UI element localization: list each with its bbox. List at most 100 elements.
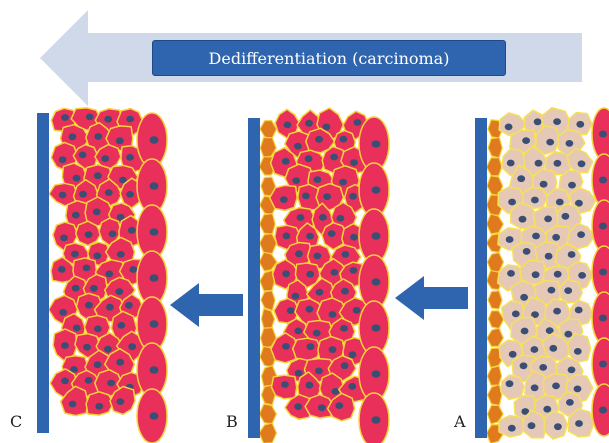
nucleus	[507, 424, 516, 432]
nucleus	[371, 370, 381, 378]
nucleus	[79, 190, 87, 198]
nucleus	[507, 270, 515, 277]
nucleus	[323, 193, 331, 201]
nucleus	[93, 361, 102, 369]
nucleus	[305, 381, 314, 389]
nucleus	[281, 157, 290, 165]
tumor-cell	[52, 328, 78, 363]
normal-cell	[543, 410, 569, 440]
nucleus	[341, 251, 350, 258]
panel-b-cells	[258, 107, 390, 443]
nucleus	[83, 343, 91, 351]
nucleus	[508, 198, 516, 206]
nucleus	[508, 350, 517, 358]
nucleus	[545, 327, 554, 334]
nucleus	[577, 160, 586, 168]
nucleus	[58, 191, 67, 199]
tumor-cell	[591, 107, 609, 161]
nucleus	[531, 271, 540, 279]
membrane-c	[37, 113, 49, 433]
tumor-cell	[358, 392, 390, 443]
nucleus	[350, 233, 358, 241]
nucleus	[149, 274, 159, 282]
nucleus	[306, 270, 315, 278]
nucleus	[521, 408, 530, 415]
nucleus	[149, 228, 159, 236]
tumor-cell	[284, 393, 313, 420]
nucleus	[322, 123, 331, 131]
nucleus	[530, 384, 539, 392]
nucleus	[315, 135, 323, 143]
nucleus	[149, 366, 159, 374]
tumor-cell	[59, 385, 89, 417]
nucleus	[349, 267, 358, 274]
nucleus	[348, 383, 357, 390]
basal-cell	[258, 422, 278, 443]
nucleus	[61, 114, 69, 121]
nucleus	[371, 186, 381, 194]
tumor-cell	[296, 371, 323, 402]
nucleus	[561, 212, 570, 220]
nucleus	[84, 377, 93, 384]
nucleus	[93, 252, 102, 260]
nucleus	[126, 191, 134, 198]
nucleus	[108, 230, 117, 238]
nucleus	[331, 388, 340, 395]
nucleus	[105, 270, 114, 278]
normal-cell	[534, 125, 562, 156]
nucleus	[85, 301, 93, 309]
nucleus	[61, 377, 69, 385]
nucleus	[94, 325, 102, 333]
nucleus	[371, 140, 381, 148]
nucleus	[599, 268, 607, 276]
nucleus	[553, 307, 561, 315]
nucleus	[599, 130, 607, 138]
nucleus	[84, 231, 93, 239]
nucleus	[371, 416, 381, 424]
nucleus	[339, 178, 347, 186]
nucleus	[283, 121, 292, 129]
nucleus	[294, 327, 303, 335]
nucleus	[533, 118, 542, 126]
nucleus	[304, 155, 313, 163]
basal-cell	[485, 156, 503, 177]
nucleus	[282, 232, 291, 240]
normal-cell	[522, 409, 548, 439]
nucleus	[327, 230, 336, 238]
nucleus	[282, 343, 290, 350]
nucleus	[149, 320, 159, 328]
nucleus	[126, 154, 134, 161]
tumor-cell	[304, 393, 335, 419]
nucleus	[72, 324, 81, 332]
nucleus	[313, 252, 322, 260]
nucleus	[101, 155, 110, 163]
tumor-cell	[268, 184, 298, 212]
panel-label-b: B	[226, 412, 238, 431]
nucleus	[349, 192, 357, 200]
nucleus	[104, 115, 113, 123]
panel-label-a: A	[454, 412, 466, 431]
nucleus	[565, 140, 574, 147]
membrane-a	[475, 118, 487, 438]
nucleus	[352, 306, 361, 314]
nucleus	[520, 327, 529, 335]
basal-cell	[260, 307, 276, 330]
nucleus	[340, 325, 348, 332]
nucleus	[553, 270, 562, 278]
nucleus	[116, 398, 125, 405]
nucleus	[564, 287, 573, 294]
basal-cell	[258, 403, 278, 425]
nucleus	[544, 215, 552, 223]
nucleus	[575, 199, 583, 207]
nucleus	[575, 420, 583, 427]
panel-a-cells	[485, 106, 609, 443]
nucleus	[71, 284, 80, 292]
basal-cell	[487, 136, 503, 159]
nucleus	[292, 177, 301, 185]
basal-cell	[486, 327, 505, 348]
nucleus	[94, 172, 102, 180]
nucleus	[126, 115, 135, 123]
nucleus	[506, 159, 515, 167]
nucleus	[543, 405, 552, 413]
